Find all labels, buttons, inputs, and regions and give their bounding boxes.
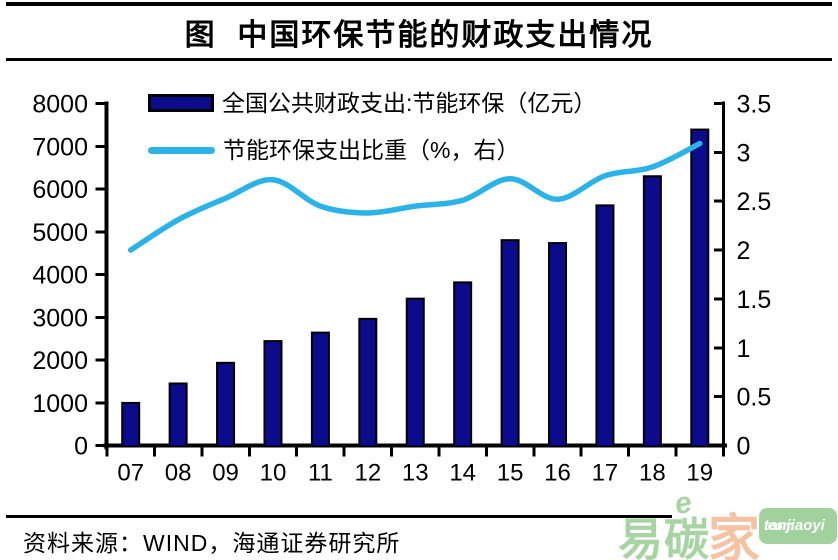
bar-08: [168, 382, 188, 448]
y-axis-right-tick: [714, 395, 723, 399]
x-axis-label: 19: [686, 460, 713, 487]
x-axis-label: 17: [592, 460, 619, 487]
x-axis-tick: [579, 447, 583, 457]
x-axis-label: 14: [449, 460, 476, 487]
x-axis-tick: [200, 447, 204, 457]
bar-10: [263, 340, 283, 448]
chart-canvas: 0 1000 2000 3000 4000 5000 6000 7000 8000 0 0.5 1 1.…: [32, 91, 772, 487]
bar-series-swatch: [148, 94, 214, 112]
y-axis-right-label: 2.5: [737, 188, 772, 216]
bar-19: [690, 128, 710, 448]
x-axis-label: 08: [165, 460, 192, 487]
y-axis-right-tick: [714, 102, 723, 105]
y-axis-left-label: 0: [74, 433, 88, 461]
bar-12: [358, 317, 378, 448]
watermark-logo: e 易碳 家 tanjiaoyi .com: [615, 486, 838, 560]
bar-13: [405, 297, 425, 448]
y-axis-right-label: 1: [737, 335, 751, 363]
bar-15: [500, 239, 520, 448]
bar-16: [548, 242, 568, 448]
y-axis-right-label: 3.5: [737, 91, 772, 119]
title-top-rule: [6, 2, 832, 6]
y-axis-left-tick: [95, 102, 106, 105]
y-axis-left-label: 7000: [32, 133, 88, 161]
y-axis-left-tick: [95, 401, 106, 405]
x-axis-tick: [627, 447, 631, 457]
bar-11: [310, 331, 330, 448]
x-axis-tick: [437, 447, 441, 457]
y-axis-left-label: 1000: [32, 390, 88, 418]
x-axis-tick: [295, 447, 299, 457]
y-axis-left-label: 6000: [32, 176, 88, 204]
y-axis-left-label: 3000: [32, 304, 88, 332]
y-axis-right-tick: [714, 199, 723, 203]
y-axis-left-tick: [95, 230, 106, 234]
y-axis-right-label: 2: [737, 237, 751, 265]
y-axis-left-tick: [95, 144, 106, 148]
y-axis-right-label: 0: [737, 433, 751, 461]
y-axis-left-tick: [95, 444, 106, 447]
x-axis-tick: [722, 447, 725, 457]
y-axis-left-label: 4000: [32, 262, 88, 290]
watermark-badge-domain: .com: [764, 518, 795, 534]
x-axis-label: 07: [117, 460, 144, 487]
y-axis-left-tick: [95, 315, 106, 319]
watermark-cjk-orange: 家: [708, 511, 761, 560]
legend-item-bar-series: 全国公共财政支出:节能环保（亿元）: [148, 89, 597, 116]
title-bottom-rule: [6, 58, 832, 61]
y-axis-left-tick: [95, 358, 106, 362]
trend-line: [127, 140, 703, 253]
x-axis-tick: [247, 447, 251, 457]
legend-label-line-series: 节能环保支出比重（%，右）: [223, 136, 520, 163]
x-axis-label: 11: [308, 460, 333, 487]
y-axis-left-tick: [95, 273, 106, 276]
bar-17: [595, 204, 615, 448]
y-axis-left: [104, 101, 109, 450]
watermark-badge: tanjiaoyi .com: [759, 508, 837, 544]
y-axis-right-label: 0.5: [737, 384, 772, 412]
page-title: 图 中国环保节能的财政支出情况: [184, 19, 654, 52]
y-axis-left-tick: [95, 187, 106, 191]
line-series-swatch: [148, 146, 215, 154]
x-axis-tick: [390, 447, 394, 457]
chart-area: 0 1000 2000 3000 4000 5000 6000 7000 8000 0 0.5 1 1.…: [0, 70, 838, 500]
x-axis-tick: [674, 447, 678, 457]
x-axis-label: 15: [497, 460, 524, 487]
y-axis-right-tick: [714, 444, 723, 447]
y-axis-left-label: 2000: [32, 347, 88, 375]
watermark-cjk-green: 易碳: [618, 514, 711, 560]
y-axis-right-label: 3: [737, 139, 751, 167]
x-axis-label: 09: [212, 460, 239, 487]
bar-07: [121, 401, 141, 448]
x-axis-label: 12: [354, 460, 381, 487]
x-axis-label: 18: [639, 460, 666, 487]
legend-label-bar-series: 全国公共财政支出:节能环保（亿元）: [222, 89, 597, 116]
bar-18: [642, 175, 662, 448]
watermark-badge-name: tanjiaoyi: [764, 517, 825, 535]
y-axis-right-tick: [714, 248, 723, 252]
y-axis-right-tick: [714, 150, 723, 154]
y-axis-right-label: 1.5: [737, 286, 772, 314]
x-axis-tick: [105, 447, 109, 457]
source-separator-line: [6, 515, 672, 518]
y-axis-left-label: 5000: [32, 219, 88, 247]
x-axis-tick: [152, 447, 156, 457]
x-axis-label: 16: [544, 460, 571, 487]
x-axis-tick: [342, 447, 346, 457]
x-axis-tick: [532, 447, 536, 457]
bar-14: [453, 281, 473, 448]
x-axis-tick: [484, 447, 488, 457]
y-axis-left-label: 8000: [32, 91, 88, 119]
y-axis-right-tick: [714, 297, 723, 301]
legend: 全国公共财政支出:节能环保（亿元） 节能环保支出比重（%，右）: [148, 89, 597, 163]
x-axis-label: 13: [402, 460, 429, 487]
y-axis-right: [722, 101, 725, 450]
y-axis-right-tick: [714, 346, 723, 350]
bar-09: [216, 361, 236, 448]
legend-item-line-series: 节能环保支出比重（%，右）: [148, 136, 596, 163]
x-axis-label: 10: [260, 460, 287, 487]
source-text: 资料来源：WIND，海通证券研究所: [23, 530, 401, 556]
